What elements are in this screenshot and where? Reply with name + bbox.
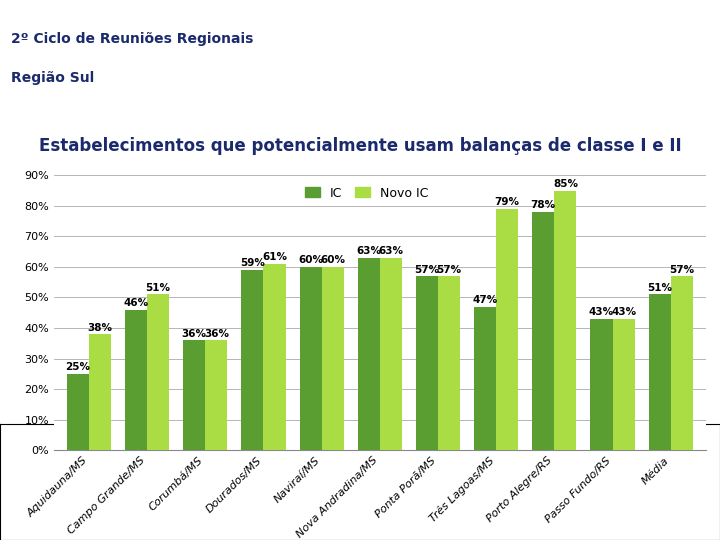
Bar bbox=[671, 276, 693, 450]
Bar bbox=[532, 212, 554, 450]
Bar bbox=[89, 334, 111, 450]
Text: 46%: 46% bbox=[123, 298, 148, 308]
Bar bbox=[322, 267, 343, 450]
Bar bbox=[474, 307, 496, 450]
Bar bbox=[205, 340, 228, 450]
Text: 79%: 79% bbox=[495, 197, 520, 207]
Text: 85%: 85% bbox=[553, 179, 578, 189]
Text: 63%: 63% bbox=[378, 246, 403, 256]
Text: 61%: 61% bbox=[262, 252, 287, 262]
Text: 63%: 63% bbox=[356, 246, 382, 256]
Bar bbox=[125, 310, 147, 450]
Bar bbox=[300, 267, 322, 450]
Text: 51%: 51% bbox=[145, 283, 171, 293]
Text: 51%: 51% bbox=[647, 283, 672, 293]
Text: 43%: 43% bbox=[589, 307, 614, 318]
Text: 57%: 57% bbox=[415, 265, 439, 274]
Text: Estabelecimentos que potencialmente usam balanças de classe I e II: Estabelecimentos que potencialmente usam… bbox=[39, 137, 681, 156]
Bar bbox=[358, 258, 380, 450]
Bar bbox=[649, 294, 671, 450]
Text: 78%: 78% bbox=[531, 200, 556, 211]
Text: 47%: 47% bbox=[472, 295, 498, 305]
Text: 60%: 60% bbox=[298, 255, 323, 266]
Text: 36%: 36% bbox=[181, 329, 207, 339]
Text: 59%: 59% bbox=[240, 259, 265, 268]
Text: 43%: 43% bbox=[611, 307, 636, 318]
Text: Região Sul: Região Sul bbox=[11, 71, 94, 85]
Bar bbox=[147, 294, 169, 450]
Text: 25%: 25% bbox=[66, 362, 90, 373]
Text: 57%: 57% bbox=[669, 265, 694, 274]
Bar bbox=[554, 191, 577, 450]
Bar bbox=[438, 276, 460, 450]
Text: 38%: 38% bbox=[87, 322, 112, 333]
Bar bbox=[590, 319, 613, 450]
Bar bbox=[264, 264, 286, 450]
Bar bbox=[496, 209, 518, 450]
Text: 57%: 57% bbox=[436, 265, 462, 274]
Bar bbox=[416, 276, 438, 450]
Text: 60%: 60% bbox=[320, 255, 345, 266]
Text: 36%: 36% bbox=[204, 329, 229, 339]
Bar bbox=[380, 258, 402, 450]
Bar bbox=[183, 340, 205, 450]
Text: 2º Ciclo de Reuniões Regionais: 2º Ciclo de Reuniões Regionais bbox=[11, 32, 253, 46]
Bar bbox=[67, 374, 89, 450]
Legend: IC, Novo IC: IC, Novo IC bbox=[300, 181, 433, 205]
Bar bbox=[241, 270, 264, 450]
Bar bbox=[613, 319, 634, 450]
